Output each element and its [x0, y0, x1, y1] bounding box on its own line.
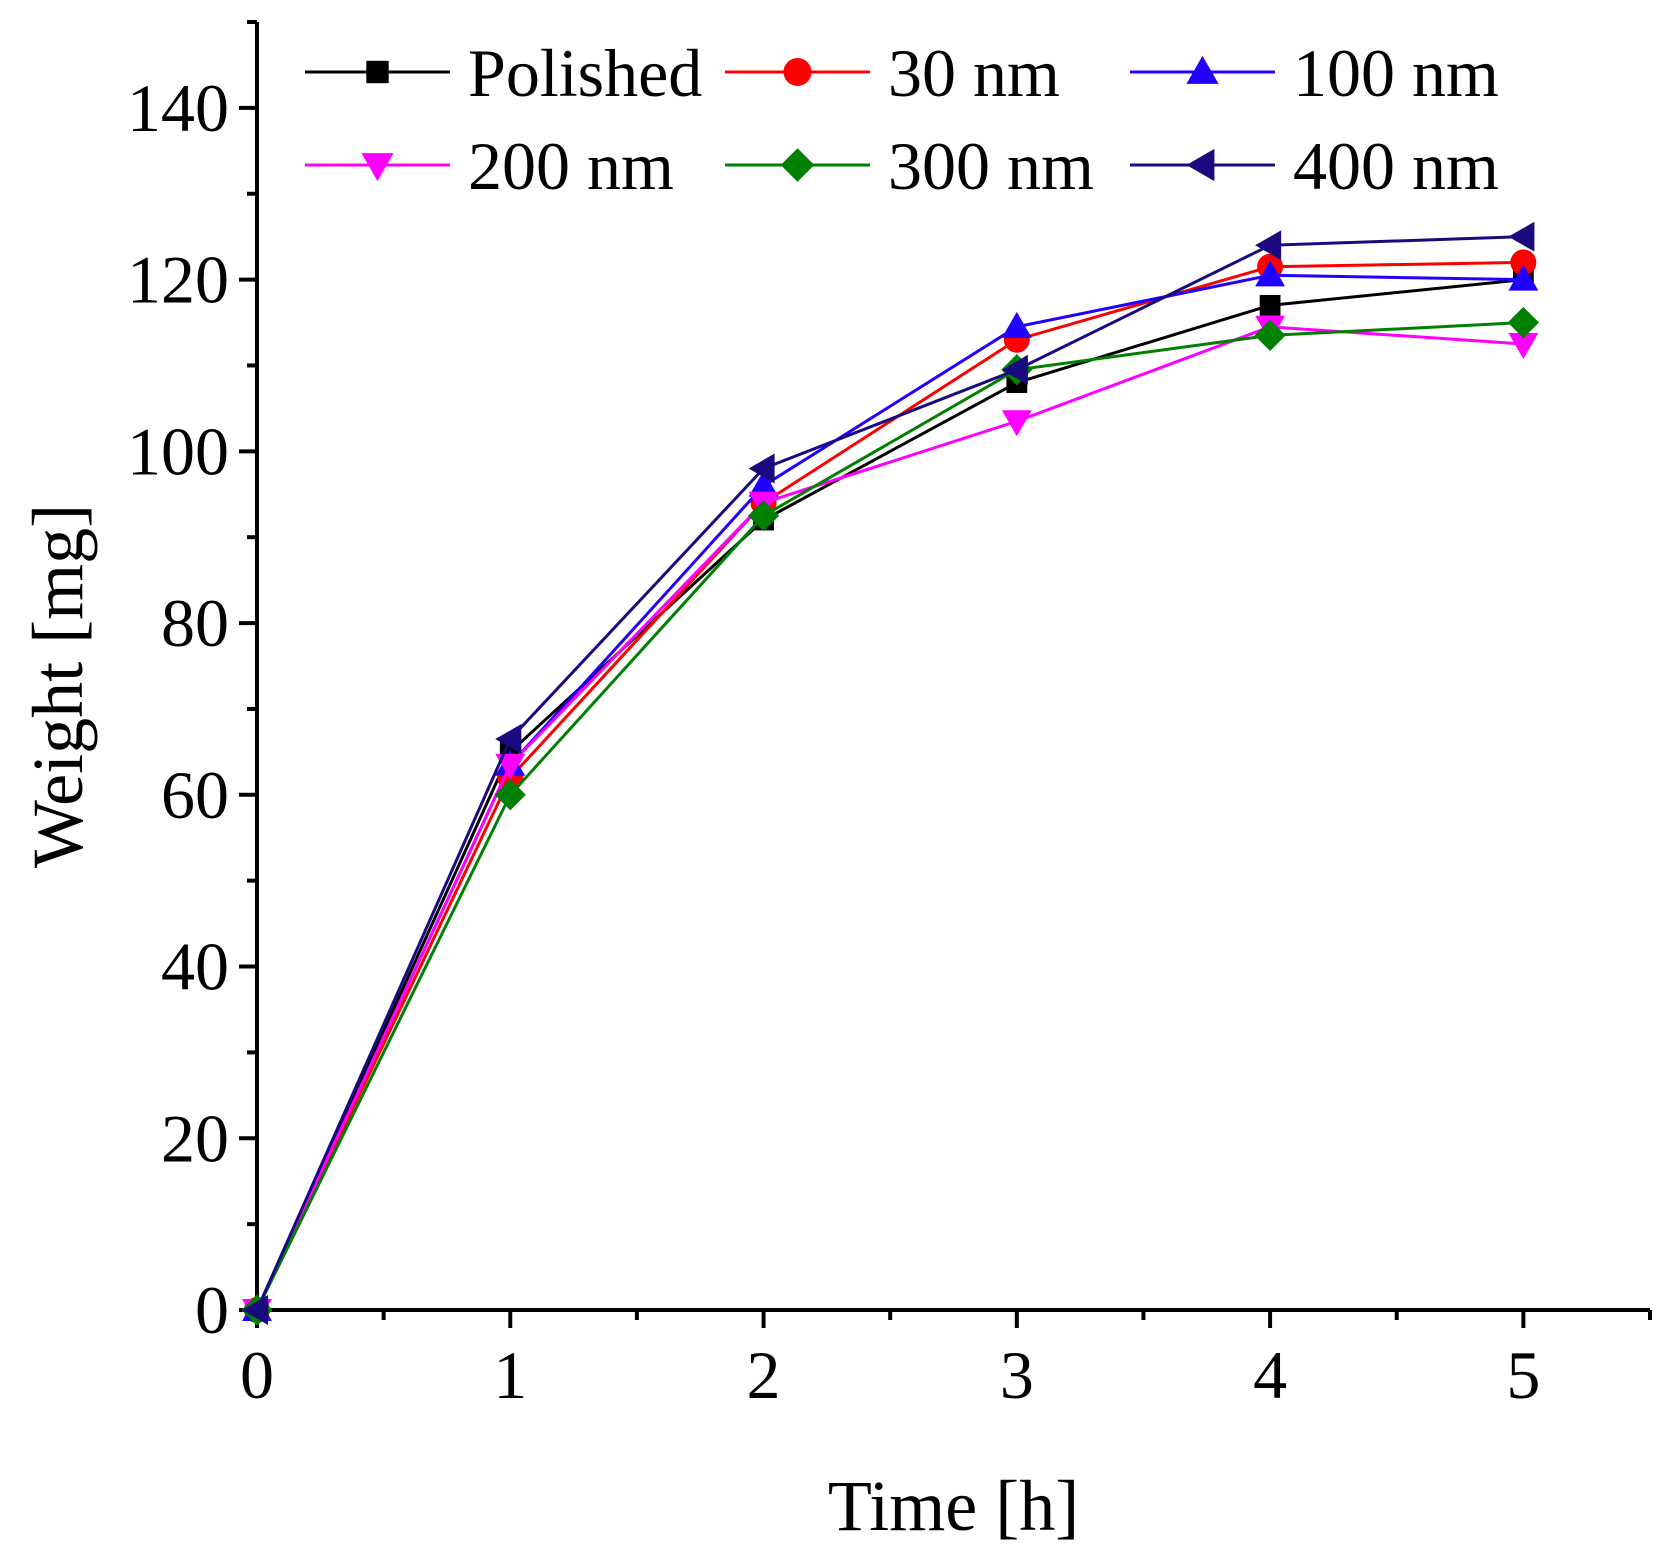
legend-item-200-nm: 200 nm — [305, 128, 674, 204]
y-tick-label: 100 — [127, 413, 229, 489]
legend-item-400-nm: 400 nm — [1130, 128, 1499, 204]
data-point-100-nm — [1508, 264, 1539, 291]
legend-marker — [361, 153, 394, 182]
data-point-300-nm — [1254, 319, 1286, 352]
data-point-300-nm — [1507, 306, 1539, 339]
legend-marker — [783, 58, 812, 86]
data-point-400-nm — [1001, 354, 1028, 385]
plot-area — [241, 221, 1539, 1326]
x-tick-label: 5 — [1506, 1337, 1540, 1413]
data-point-100-nm — [748, 470, 779, 497]
y-tick-label: 0 — [195, 1272, 229, 1348]
data-point-100-nm — [1001, 311, 1032, 338]
legend-marker — [1186, 55, 1219, 84]
x-axis-title: Time [h] — [828, 1466, 1079, 1546]
y-tick-label: 140 — [127, 70, 229, 146]
y-axis-title: Weight [mg] — [18, 504, 98, 868]
legend-label: 100 nm — [1293, 35, 1499, 111]
series-300-nm — [241, 306, 1539, 1326]
legend-item-300-nm: 300 nm — [725, 128, 1094, 204]
data-point-400-nm — [495, 724, 522, 754]
y-tick-label: 80 — [161, 585, 229, 661]
x-tick-label: 3 — [1000, 1337, 1034, 1413]
y-tick-label: 20 — [161, 1100, 229, 1176]
data-point-400-nm — [242, 1295, 269, 1325]
series-line-30-nm — [255, 260, 1524, 1311]
data-point-300-nm — [494, 779, 526, 811]
series-200-nm — [242, 315, 1539, 1325]
legend: Polished 30 nm 100 nm 200 nm 300 nm 400 nm — [305, 35, 1499, 204]
series-line-400-nm — [255, 235, 1524, 1311]
data-point-100-nm — [1255, 260, 1286, 287]
data-point-400-nm — [748, 453, 775, 484]
data-point-400-nm — [1255, 230, 1282, 261]
y-tick-label: 40 — [161, 929, 229, 1005]
data-point-300-nm — [747, 500, 780, 532]
legend-label: 200 nm — [468, 128, 674, 204]
series-line-200-nm — [255, 325, 1524, 1311]
legend-label: 30 nm — [888, 35, 1060, 111]
series-line-polished — [255, 278, 1524, 1311]
data-point-30-nm — [1510, 249, 1537, 276]
legend-label: Polished — [468, 35, 702, 111]
series-30-nm — [244, 249, 1537, 1323]
data-point-400-nm — [1508, 221, 1535, 252]
legend-item-100-nm: 100 nm — [1130, 35, 1499, 111]
legend-item-30-nm: 30 nm — [725, 35, 1060, 111]
y-tick-label: 120 — [127, 242, 229, 318]
series-polished — [246, 269, 1534, 1321]
legend-marker — [1186, 148, 1215, 182]
x-tick-label: 4 — [1253, 1337, 1287, 1413]
data-point-200-nm — [1508, 332, 1539, 359]
x-tick-label: 2 — [747, 1337, 781, 1413]
data-point-200-nm — [1001, 410, 1032, 437]
x-tick-label: 1 — [493, 1337, 527, 1413]
y-tick-label: 60 — [161, 757, 229, 833]
data-point-200-nm — [495, 753, 526, 780]
axes: 0 20 40 60 80 100 120 140 0 1 2 3 4 5 — [127, 20, 1652, 1413]
series-line-100-nm — [255, 273, 1524, 1311]
legend-marker — [780, 148, 815, 182]
x-tick-label: 0 — [240, 1337, 274, 1413]
series-400-nm — [242, 221, 1535, 1325]
legend-label: 300 nm — [888, 128, 1094, 204]
series-line-300-nm — [255, 321, 1524, 1311]
legend-item-polished: Polished — [305, 35, 702, 111]
data-point-polished — [1259, 294, 1281, 316]
legend-marker — [366, 60, 389, 84]
legend-label: 400 nm — [1293, 128, 1499, 204]
